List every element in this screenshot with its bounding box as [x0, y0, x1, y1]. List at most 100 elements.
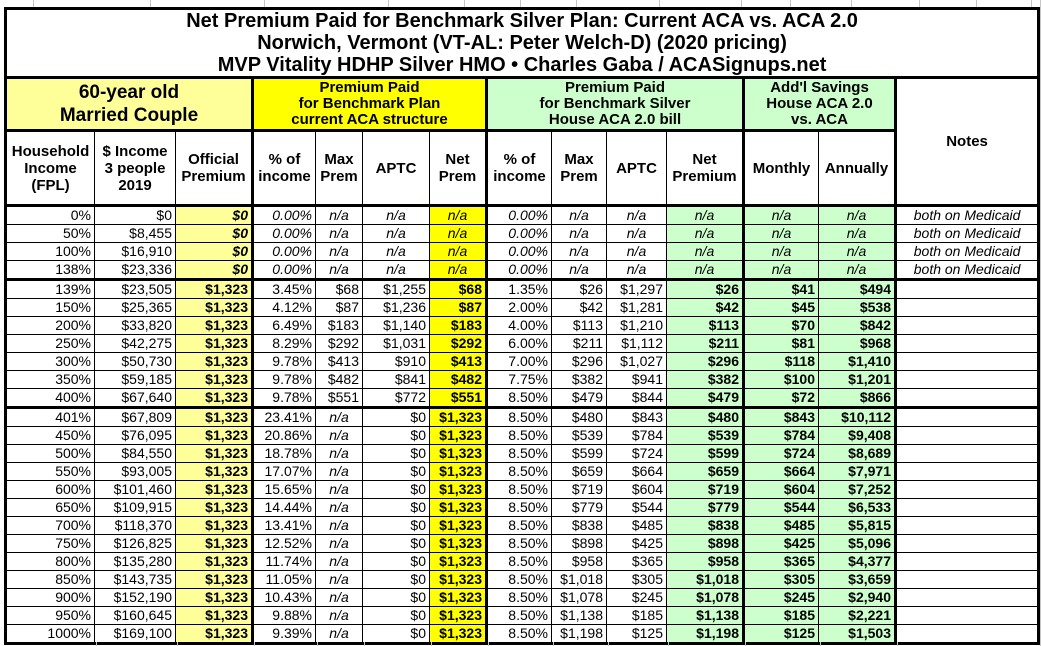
cell-r0-aca-max-prem[interactable]: n/a	[315, 205, 363, 225]
cell-r17-aca2-max-prem[interactable]: $838	[551, 516, 607, 535]
cell-r1-official-premium[interactable]: $0	[175, 224, 254, 243]
cell-r1-aca-aptc[interactable]: n/a	[362, 224, 430, 243]
cell-r13-aca2-max-prem[interactable]: $599	[551, 444, 607, 463]
cell-r17-savings-annually[interactable]: $5,815	[818, 516, 897, 535]
cell-r17-aca2-aptc[interactable]: $485	[606, 516, 667, 535]
cell-r17-official-premium[interactable]: $1,323	[175, 516, 254, 535]
cell-r23-aca2-max-prem[interactable]: $1,198	[551, 624, 607, 644]
cell-r5-notes[interactable]	[894, 298, 1041, 317]
cell-r19-aca-max-prem[interactable]: n/a	[315, 552, 363, 571]
cell-r22-savings-monthly[interactable]: $185	[743, 606, 819, 625]
group-header-aca-2-0[interactable]: Premium Paid for Benchmark Silver House …	[486, 77, 745, 132]
cell-r4-aca-net-prem[interactable]: $68	[429, 279, 488, 299]
cell-r23-aca2-aptc[interactable]: $125	[606, 624, 667, 644]
cell-r4-aca-max-prem[interactable]: $68	[315, 279, 363, 299]
cell-r2-notes[interactable]: both on Medicaid	[894, 242, 1041, 261]
cell-r20-aca-aptc[interactable]: $0	[362, 570, 430, 589]
cell-r1-aca2-net-premium[interactable]: n/a	[666, 224, 745, 243]
cell-r10-income-3-people-2019[interactable]: $67,640	[94, 388, 176, 409]
cell-r11-aca-aptc[interactable]: $0	[362, 407, 430, 427]
cell-r2-aca-net-prem[interactable]: n/a	[429, 242, 488, 261]
cell-r2-official-premium[interactable]: $0	[175, 242, 254, 261]
cell-r8-savings-annually[interactable]: $1,410	[818, 352, 897, 371]
cell-r19-savings-annually[interactable]: $4,377	[818, 552, 897, 571]
cell-r22-official-premium[interactable]: $1,323	[175, 606, 254, 625]
cell-r3-aca2-aptc[interactable]: n/a	[606, 260, 667, 281]
cell-r18-savings-monthly[interactable]: $425	[743, 534, 819, 553]
cell-r15-savings-monthly[interactable]: $604	[743, 480, 819, 499]
cell-r21-aca-pct-of-income[interactable]: 10.43%	[252, 588, 316, 607]
cell-r7-savings-monthly[interactable]: $81	[743, 334, 819, 353]
cell-r23-aca-aptc[interactable]: $0	[362, 624, 430, 644]
cell-r3-aca-max-prem[interactable]: n/a	[315, 260, 363, 281]
cell-r3-aca-net-prem[interactable]: n/a	[429, 260, 488, 281]
cell-r12-aca-net-prem[interactable]: $1,323	[429, 426, 488, 445]
cell-r17-notes[interactable]	[894, 516, 1041, 535]
cell-r3-official-premium[interactable]: $0	[175, 260, 254, 281]
cell-r20-aca-max-prem[interactable]: n/a	[315, 570, 363, 589]
cell-r23-household-income-fpl[interactable]: 1000%	[5, 624, 95, 644]
cell-r7-savings-annually[interactable]: $968	[818, 334, 897, 353]
cell-r16-aca2-net-premium[interactable]: $779	[666, 498, 745, 517]
cell-r5-savings-monthly[interactable]: $45	[743, 298, 819, 317]
cell-r15-aca2-max-prem[interactable]: $719	[551, 480, 607, 499]
cell-r8-aca2-max-prem[interactable]: $296	[551, 352, 607, 371]
cell-r10-official-premium[interactable]: $1,323	[175, 388, 254, 409]
cell-r4-savings-monthly[interactable]: $41	[743, 279, 819, 299]
cell-r3-household-income-fpl[interactable]: 138%	[5, 260, 95, 281]
cell-r12-aca-aptc[interactable]: $0	[362, 426, 430, 445]
cell-r12-aca-pct-of-income[interactable]: 20.86%	[252, 426, 316, 445]
cell-r18-aca2-net-premium[interactable]: $898	[666, 534, 745, 553]
cell-r2-aca2-aptc[interactable]: n/a	[606, 242, 667, 261]
cell-r12-aca-max-prem[interactable]: n/a	[315, 426, 363, 445]
cell-r10-notes[interactable]	[894, 388, 1041, 409]
cell-r13-official-premium[interactable]: $1,323	[175, 444, 254, 463]
cell-r22-aca2-pct-of-income[interactable]: 8.50%	[486, 606, 552, 625]
cell-r19-savings-monthly[interactable]: $365	[743, 552, 819, 571]
cell-r0-aca2-max-prem[interactable]: n/a	[551, 205, 607, 225]
cell-r5-official-premium[interactable]: $1,323	[175, 298, 254, 317]
cell-r19-aca-net-prem[interactable]: $1,323	[429, 552, 488, 571]
cell-r8-household-income-fpl[interactable]: 300%	[5, 352, 95, 371]
cell-r15-savings-annually[interactable]: $7,252	[818, 480, 897, 499]
cell-r10-aca2-aptc[interactable]: $844	[606, 388, 667, 409]
cell-r18-aca-aptc[interactable]: $0	[362, 534, 430, 553]
cell-r1-savings-monthly[interactable]: n/a	[743, 224, 819, 243]
cell-r20-income-3-people-2019[interactable]: $143,735	[94, 570, 176, 589]
cell-r10-aca-pct-of-income[interactable]: 9.78%	[252, 388, 316, 409]
cell-r20-aca2-aptc[interactable]: $305	[606, 570, 667, 589]
cell-r22-income-3-people-2019[interactable]: $160,645	[94, 606, 176, 625]
cell-r9-aca2-max-prem[interactable]: $382	[551, 370, 607, 389]
cell-r11-aca-pct-of-income[interactable]: 23.41%	[252, 407, 316, 427]
cell-r17-aca-pct-of-income[interactable]: 13.41%	[252, 516, 316, 535]
cell-r11-aca-net-prem[interactable]: $1,323	[429, 407, 488, 427]
cell-r23-aca-max-prem[interactable]: n/a	[315, 624, 363, 644]
cell-r20-official-premium[interactable]: $1,323	[175, 570, 254, 589]
cell-r0-official-premium[interactable]: $0	[175, 205, 254, 225]
cell-r1-income-3-people-2019[interactable]: $8,455	[94, 224, 176, 243]
cell-r21-income-3-people-2019[interactable]: $152,190	[94, 588, 176, 607]
col-header-aca-pct-of-income[interactable]: % of income	[252, 130, 316, 207]
cell-r4-aca2-net-premium[interactable]: $26	[666, 279, 745, 299]
cell-r6-aca-net-prem[interactable]: $183	[429, 316, 488, 335]
col-header-aca2-aptc[interactable]: APTC	[606, 130, 667, 207]
cell-r20-savings-annually[interactable]: $3,659	[818, 570, 897, 589]
cell-r6-income-3-people-2019[interactable]: $33,820	[94, 316, 176, 335]
cell-r13-aca-max-prem[interactable]: n/a	[315, 444, 363, 463]
cell-r19-aca-pct-of-income[interactable]: 11.74%	[252, 552, 316, 571]
cell-r7-aca2-aptc[interactable]: $1,112	[606, 334, 667, 353]
cell-r14-aca2-aptc[interactable]: $664	[606, 462, 667, 481]
cell-r8-aca2-aptc[interactable]: $1,027	[606, 352, 667, 371]
cell-r18-savings-annually[interactable]: $5,096	[818, 534, 897, 553]
cell-r23-savings-monthly[interactable]: $125	[743, 624, 819, 644]
cell-r17-savings-monthly[interactable]: $485	[743, 516, 819, 535]
cell-r23-income-3-people-2019[interactable]: $169,100	[94, 624, 176, 644]
col-header-aca2-pct-of-income[interactable]: % of income	[486, 130, 552, 207]
cell-r19-household-income-fpl[interactable]: 800%	[5, 552, 95, 571]
cell-r9-aca-max-prem[interactable]: $482	[315, 370, 363, 389]
cell-r21-aca-max-prem[interactable]: n/a	[315, 588, 363, 607]
col-header-savings-annually[interactable]: Annually	[818, 130, 897, 207]
group-header-addl-savings[interactable]: Add'l Savings House ACA 2.0 vs. ACA	[743, 77, 897, 132]
cell-r22-aca2-net-premium[interactable]: $1,138	[666, 606, 745, 625]
cell-r9-income-3-people-2019[interactable]: $59,185	[94, 370, 176, 389]
